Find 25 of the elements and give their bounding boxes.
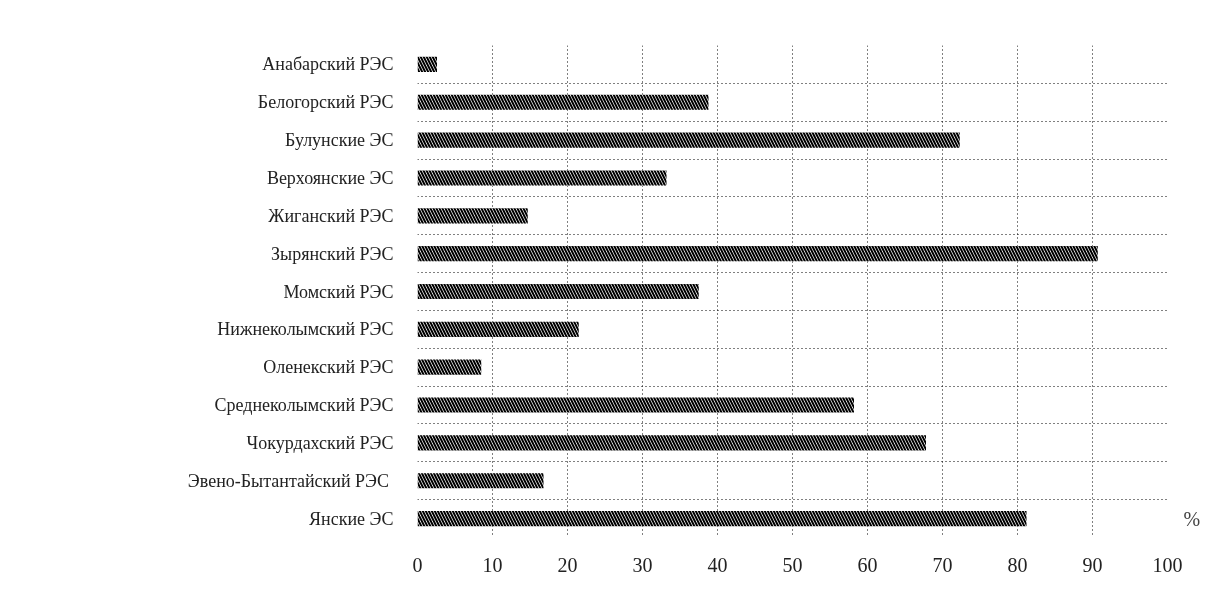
x-tick-label: 30 <box>632 553 653 576</box>
x-tick-label: 90 <box>1082 553 1103 576</box>
x-tick-label: 60 <box>857 553 878 576</box>
y-tick-label: Момский РЭС <box>283 281 394 302</box>
text: % <box>1183 507 1201 530</box>
y-tick-label: Жиганский РЭС <box>268 205 394 226</box>
x-tick-label: 0 <box>412 553 423 576</box>
x-tick-label: 100 <box>1152 553 1183 576</box>
x-tick-label: 80 <box>1007 553 1028 576</box>
x-tick-label: 40 <box>707 553 728 576</box>
y-tick-label: Анабарский РЭС <box>262 54 394 75</box>
y-tick-label: Булунские ЭС <box>285 130 394 151</box>
x-tick-label: 50 <box>782 553 803 576</box>
y-tick-label: Оленекский РЭС <box>263 357 394 378</box>
y-tick-label: Чокурдахский РЭС <box>246 432 394 453</box>
y-tick-label: Нижнеколымский РЭС <box>217 319 394 340</box>
y-tick-label: Верхоянские ЭС <box>266 167 394 188</box>
x-tick-label: 20 <box>557 553 578 576</box>
y-tick-label: Зырянский РЭС <box>271 243 394 264</box>
x-tick-label: 70 <box>932 553 953 576</box>
x-tick-label: 10 <box>482 553 503 576</box>
y-tick-label: Янские ЭС <box>309 508 394 529</box>
y-tick-label: Белогорский РЭС <box>257 92 394 113</box>
y-tick-label: Среднеколымский РЭС <box>214 395 394 416</box>
y-tick-label: Эвено-Бытантайский РЭС <box>187 470 389 491</box>
